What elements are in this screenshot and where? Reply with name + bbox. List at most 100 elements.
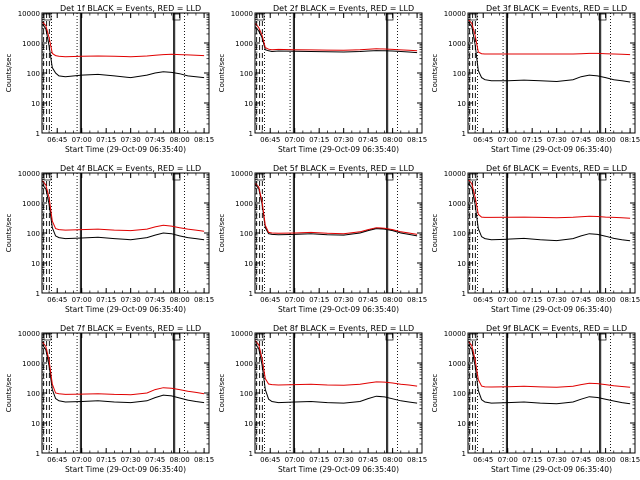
series-events-line (42, 24, 205, 79)
corner-marker (469, 13, 478, 21)
x-tick-label: 08:00 (596, 456, 616, 464)
plot-frame (467, 332, 636, 454)
x-tick-label: 08:15 (620, 296, 640, 304)
y-tick-label: 10 (31, 260, 40, 268)
x-tick-label: 07:30 (547, 136, 567, 144)
x-tick-label: 07:00 (72, 296, 92, 304)
series-events-line (42, 344, 205, 404)
panel-1: Det 1f BLACK = Events, RED = LLD 1 10 100 10… (5, 4, 214, 154)
y-tick-label: 100 (27, 70, 40, 78)
y-axis-label: Counts/sec (218, 54, 226, 93)
panel-9: Det 9f BLACK = Events, RED = LLD 1 10 100 10… (431, 324, 640, 474)
x-tick-label: 08:15 (194, 456, 214, 464)
x-tick-label: 07:45 (358, 136, 378, 144)
x-tick-label: 06:45 (260, 136, 280, 144)
x-tick-label: 07:00 (285, 456, 305, 464)
y-tick-label: 1000 (448, 360, 466, 368)
x-axis-label: Start Time (29-Oct-09 06:35:40) (278, 145, 399, 154)
series-events-line (255, 184, 418, 237)
x-tick-label: 08:15 (194, 296, 214, 304)
panel-6: Det 6f BLACK = Events, RED = LLD 1 10 100 10… (431, 164, 640, 314)
x-tick-label: 08:15 (407, 136, 427, 144)
x-axis-label: Start Time (29-Oct-09 06:35:40) (278, 305, 399, 314)
y-tick-label: 1 (249, 290, 253, 298)
panel-4: Det 4f BLACK = Events, RED = LLD 1 10 100 10… (5, 164, 214, 314)
x-tick-label: 07:00 (498, 136, 518, 144)
x-tick-label: 07:15 (309, 456, 329, 464)
plot-frame (254, 12, 423, 134)
y-axis-label: Counts/sec (431, 214, 439, 253)
x-tick-label: 07:15 (96, 456, 116, 464)
corner-marker (256, 173, 265, 181)
series-lld-line (255, 340, 418, 387)
x-tick-label: 07:45 (358, 456, 378, 464)
plot-frame (41, 12, 210, 134)
x-axis-label: Start Time (29-Oct-09 06:35:40) (491, 305, 612, 314)
y-tick-label: 10 (244, 260, 253, 268)
x-tick-label: 08:15 (620, 456, 640, 464)
plot-frame (41, 332, 210, 454)
y-tick-label: 1 (462, 290, 466, 298)
x-tick-label: 06:45 (47, 136, 67, 144)
x-tick-label: 06:45 (47, 456, 67, 464)
plot-frame (467, 12, 636, 134)
y-tick-label: 1000 (22, 200, 40, 208)
y-axis-label: Counts/sec (5, 54, 13, 93)
x-axis-label: Start Time (29-Oct-09 06:35:40) (278, 465, 399, 474)
x-tick-label: 08:00 (383, 456, 403, 464)
panel-title: Det 8f BLACK = Events, RED = LLD (273, 324, 414, 333)
x-tick-label: 07:30 (121, 296, 141, 304)
series-lld-line (468, 341, 631, 388)
x-tick-label: 07:00 (498, 296, 518, 304)
y-tick-label: 100 (453, 230, 466, 238)
series-lld-line (468, 179, 631, 219)
y-tick-label: 10 (244, 100, 253, 108)
y-tick-label: 10 (31, 420, 40, 428)
x-axis-label: Start Time (29-Oct-09 06:35:40) (491, 145, 612, 154)
x-tick-label: 06:45 (260, 456, 280, 464)
corner-marker (256, 333, 265, 341)
y-tick-label: 1000 (22, 360, 40, 368)
series-events-line (42, 184, 205, 241)
x-tick-label: 07:30 (547, 296, 567, 304)
x-tick-label: 07:00 (72, 136, 92, 144)
y-tick-label: 10000 (444, 330, 466, 338)
y-tick-label: 1 (36, 130, 40, 138)
x-tick-label: 08:00 (383, 296, 403, 304)
y-tick-label: 1 (249, 130, 253, 138)
x-tick-label: 08:00 (596, 136, 616, 144)
y-axis-label: Counts/sec (5, 374, 13, 413)
x-tick-label: 07:45 (358, 296, 378, 304)
y-tick-label: 10000 (18, 170, 40, 178)
corner-marker (256, 13, 265, 21)
y-tick-label: 100 (240, 390, 253, 398)
plot-frame (467, 172, 636, 294)
y-tick-label: 10 (457, 100, 466, 108)
x-tick-label: 07:45 (145, 296, 165, 304)
x-tick-label: 07:15 (309, 296, 329, 304)
x-tick-label: 06:45 (260, 296, 280, 304)
y-tick-label: 1 (36, 290, 40, 298)
panel-title: Det 4f BLACK = Events, RED = LLD (60, 164, 201, 173)
x-tick-label: 07:45 (571, 296, 591, 304)
x-tick-label: 08:00 (170, 136, 190, 144)
y-tick-label: 100 (27, 230, 40, 238)
corner-marker (469, 333, 478, 341)
y-tick-label: 1 (462, 450, 466, 458)
x-tick-label: 06:45 (473, 456, 493, 464)
series-lld-line (42, 180, 205, 232)
corner-marker (43, 333, 52, 341)
x-tick-label: 07:30 (334, 136, 354, 144)
series-events-line (468, 21, 631, 83)
corner-marker (43, 13, 52, 21)
series-lld-line (468, 19, 631, 56)
y-tick-label: 1000 (448, 200, 466, 208)
series-events-line (255, 26, 418, 54)
y-tick-label: 10000 (231, 170, 253, 178)
y-tick-label: 10 (31, 100, 40, 108)
panel-title: Det 7f BLACK = Events, RED = LLD (60, 324, 201, 333)
x-tick-label: 07:15 (522, 136, 542, 144)
x-tick-label: 06:45 (473, 296, 493, 304)
series-events-line (468, 344, 631, 405)
